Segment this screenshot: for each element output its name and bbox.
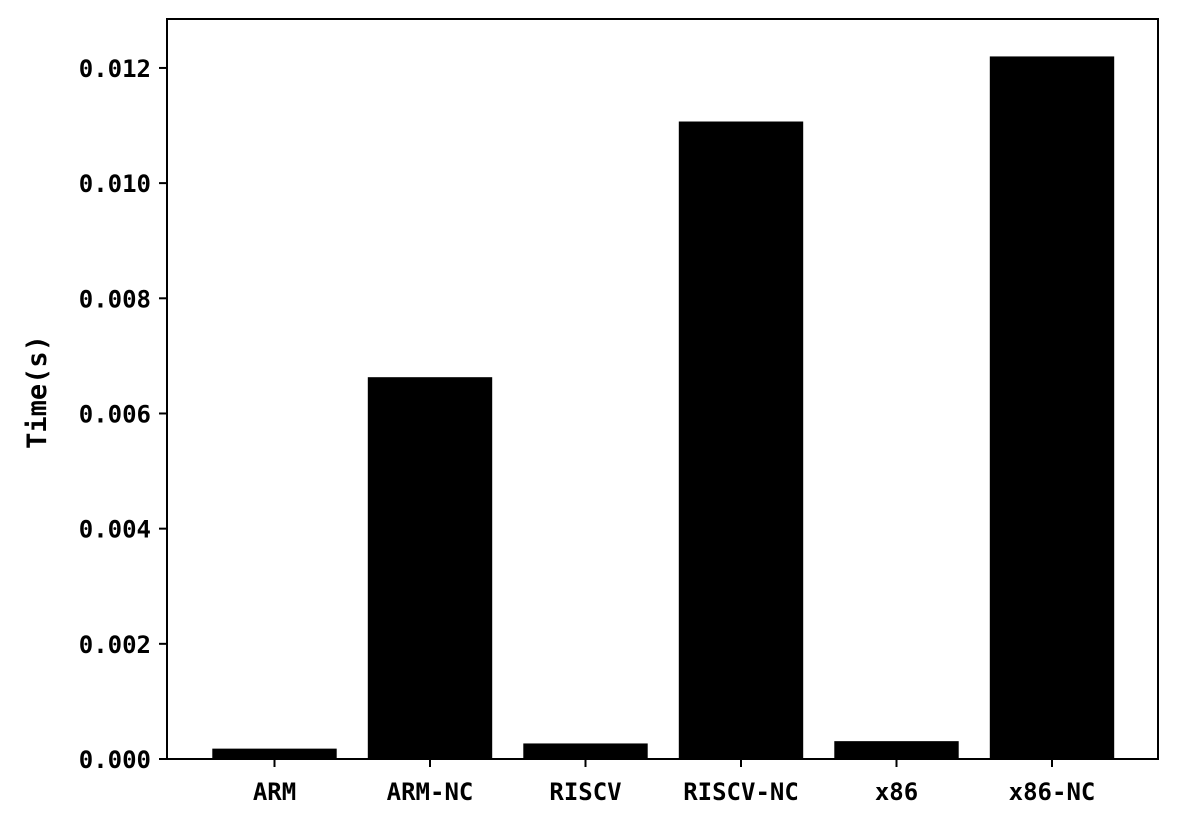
y-tick-label-3: 0.006 bbox=[79, 400, 151, 428]
bar-x86-nc bbox=[989, 56, 1115, 760]
x-axis: ARM ARM-NC RISCV RISCV-NC x86 x86-NC bbox=[253, 759, 1096, 806]
y-tick-label-5: 0.010 bbox=[79, 170, 151, 198]
y-tick-label-1: 0.002 bbox=[79, 631, 151, 659]
x-tick-label-riscv: RISCV bbox=[549, 778, 621, 806]
y-axis: 0.000 0.002 0.004 0.006 0.008 0.010 0.012 bbox=[79, 55, 167, 774]
y-tick-label-0: 0.000 bbox=[79, 746, 151, 774]
y-axis-title: Time(s) bbox=[22, 335, 53, 449]
y-tick-label-2: 0.004 bbox=[79, 516, 151, 544]
bar-arm-nc bbox=[367, 377, 493, 759]
x-tick-label-x86: x86 bbox=[875, 778, 918, 806]
bar-arm bbox=[212, 748, 337, 759]
x-tick-label-arm-nc: ARM-NC bbox=[387, 778, 474, 806]
plot-frame bbox=[166, 18, 1159, 760]
y-tick-label-4: 0.008 bbox=[79, 285, 151, 313]
bar-x86 bbox=[834, 741, 959, 759]
bar-riscv bbox=[523, 743, 648, 759]
x-tick-label-x86-nc: x86-NC bbox=[1009, 778, 1096, 806]
bars-group bbox=[212, 56, 1115, 760]
y-tick-label-6: 0.012 bbox=[79, 55, 151, 83]
bar-riscv-nc bbox=[678, 121, 804, 759]
x-tick-label-riscv-nc: RISCV-NC bbox=[683, 778, 799, 806]
x-tick-label-arm: ARM bbox=[253, 778, 296, 806]
